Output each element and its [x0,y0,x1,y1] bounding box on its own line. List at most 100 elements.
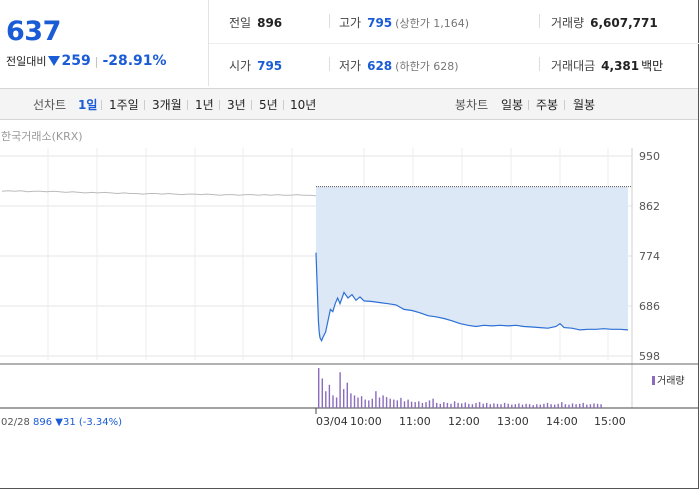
volume-bar [418,401,420,408]
tab-period-5y[interactable]: 5년 [259,98,278,112]
tab-candle-daily[interactable]: 일봉 [501,98,524,112]
volume-bar [436,402,438,408]
volume-bar [378,397,381,408]
volume-bar [514,404,516,408]
volume-bar [332,395,334,408]
volume-bar [328,384,331,408]
prev-day-series [1,190,317,197]
volume-bar [568,404,570,408]
trade-volume: 거래량 6,607,771 [551,16,658,30]
prev-close: 전일 896 [229,16,283,30]
candle-chart-label[interactable]: 봉차트 [455,98,489,112]
volume-bar [475,402,477,408]
prev-day-date: 02/28 [1,417,33,428]
volume-bar [396,400,398,408]
volume-bar [579,403,581,408]
diff-label: 전일대비 [6,55,47,68]
volume-bar [461,403,463,408]
volume-bar [403,401,406,408]
volume-bar [554,404,556,408]
quote-summary: 637 전일대비 259 | -28.91% [0,0,207,86]
volume-bar [400,397,402,408]
volume-bar [335,397,338,408]
prev-day-close: 896 ▼31 (-3.34%) [33,417,122,428]
volume-bar [525,403,527,408]
tab-period-3m[interactable]: 3개월 [152,98,182,112]
volume-bar [382,395,384,408]
chart-toolbar: 선차트 1일 1주일 3개월 1년 3년 5년 10년 봉차트 일봉 주봉 월봉 [0,88,698,120]
divider: | [94,55,99,68]
volume-bar [596,403,599,408]
volume-bar [600,404,602,408]
down-triangle-icon [48,56,61,66]
volume-bar [575,404,577,408]
volume-bar [468,403,470,408]
volume-bar [593,403,595,408]
volume-bar [482,403,484,408]
volume-bar [425,402,427,408]
tab-candle-monthly[interactable]: 월봉 [573,98,596,112]
volume-bar [350,393,352,408]
line-chart-label[interactable]: 선차트 [33,98,67,112]
volume-bar [410,401,413,408]
volume-bar [364,399,366,408]
y-tick-label: 862 [639,200,660,213]
volume-bar [385,397,388,408]
volume-bar [371,398,373,408]
volume-bar [457,402,459,408]
tab-period-1d[interactable]: 1일 [78,98,98,112]
volume-bar [368,400,370,408]
volume-bar [518,403,520,408]
prev-day-line [1,190,317,197]
price-line [315,252,629,343]
volume-bar [586,404,588,408]
tab-candle-weekly[interactable]: 주봉 [536,98,559,112]
tab-period-10y[interactable]: 10년 [290,98,317,112]
volume-bar [407,399,409,408]
volume-bar [318,368,320,408]
y-tick-label: 686 [639,300,660,313]
low-price: 저가 628 (하한가 628) [339,59,459,73]
volume-bar [393,399,395,408]
volume-bar [511,404,513,408]
quote-details: 전일 896 고가 795 (상한가 1,164) 거래량 6,607,771 시가 79… [208,0,699,86]
y-tick-label: 774 [639,250,660,263]
volume-bar [557,403,559,408]
volume-bar [357,397,359,408]
x-tick-label: 15:00 [594,415,626,428]
tab-period-1w[interactable]: 1주일 [109,98,139,112]
volume-bar [564,404,567,408]
chart-labels: 한국거래소(KRX) 950 862 774 686 598 02/28 896 ▼31 (… [1,130,660,428]
volume-bar [450,403,452,408]
volume-bar [439,403,441,408]
x-tick-label: 11:00 [399,415,431,428]
volume-bar [375,391,377,408]
tab-period-1y[interactable]: 1년 [195,98,214,112]
price-series [315,252,629,343]
volume-bar [325,391,327,408]
volume-bar [589,404,592,408]
y-tick-label: 950 [639,150,660,163]
volume-bar [550,404,552,408]
tab-period-3y[interactable]: 3년 [227,98,246,112]
volume-bar [507,403,509,408]
source-label: 한국거래소(KRX) [1,130,83,143]
x-tick-label: 10:00 [350,415,382,428]
volume-bar [500,404,502,408]
current-price: 637 [6,16,61,47]
volume-bar [339,372,341,408]
volume-bar [528,404,531,408]
volume-bar [546,402,549,408]
x-tick-label: 14:00 [546,415,578,428]
volume-bar [496,403,499,408]
volume-bars [318,368,602,408]
volume-bar [571,403,574,408]
volume-bar [543,403,545,408]
volume-bar [539,404,541,408]
volume-bar [536,404,538,408]
quote-row-1: 전일 896 고가 795 (상한가 1,164) 거래량 6,607,771 [209,0,699,44]
x-tick-label: 13:00 [497,415,529,428]
volume-bar [443,402,445,408]
volume-bar [521,404,524,408]
